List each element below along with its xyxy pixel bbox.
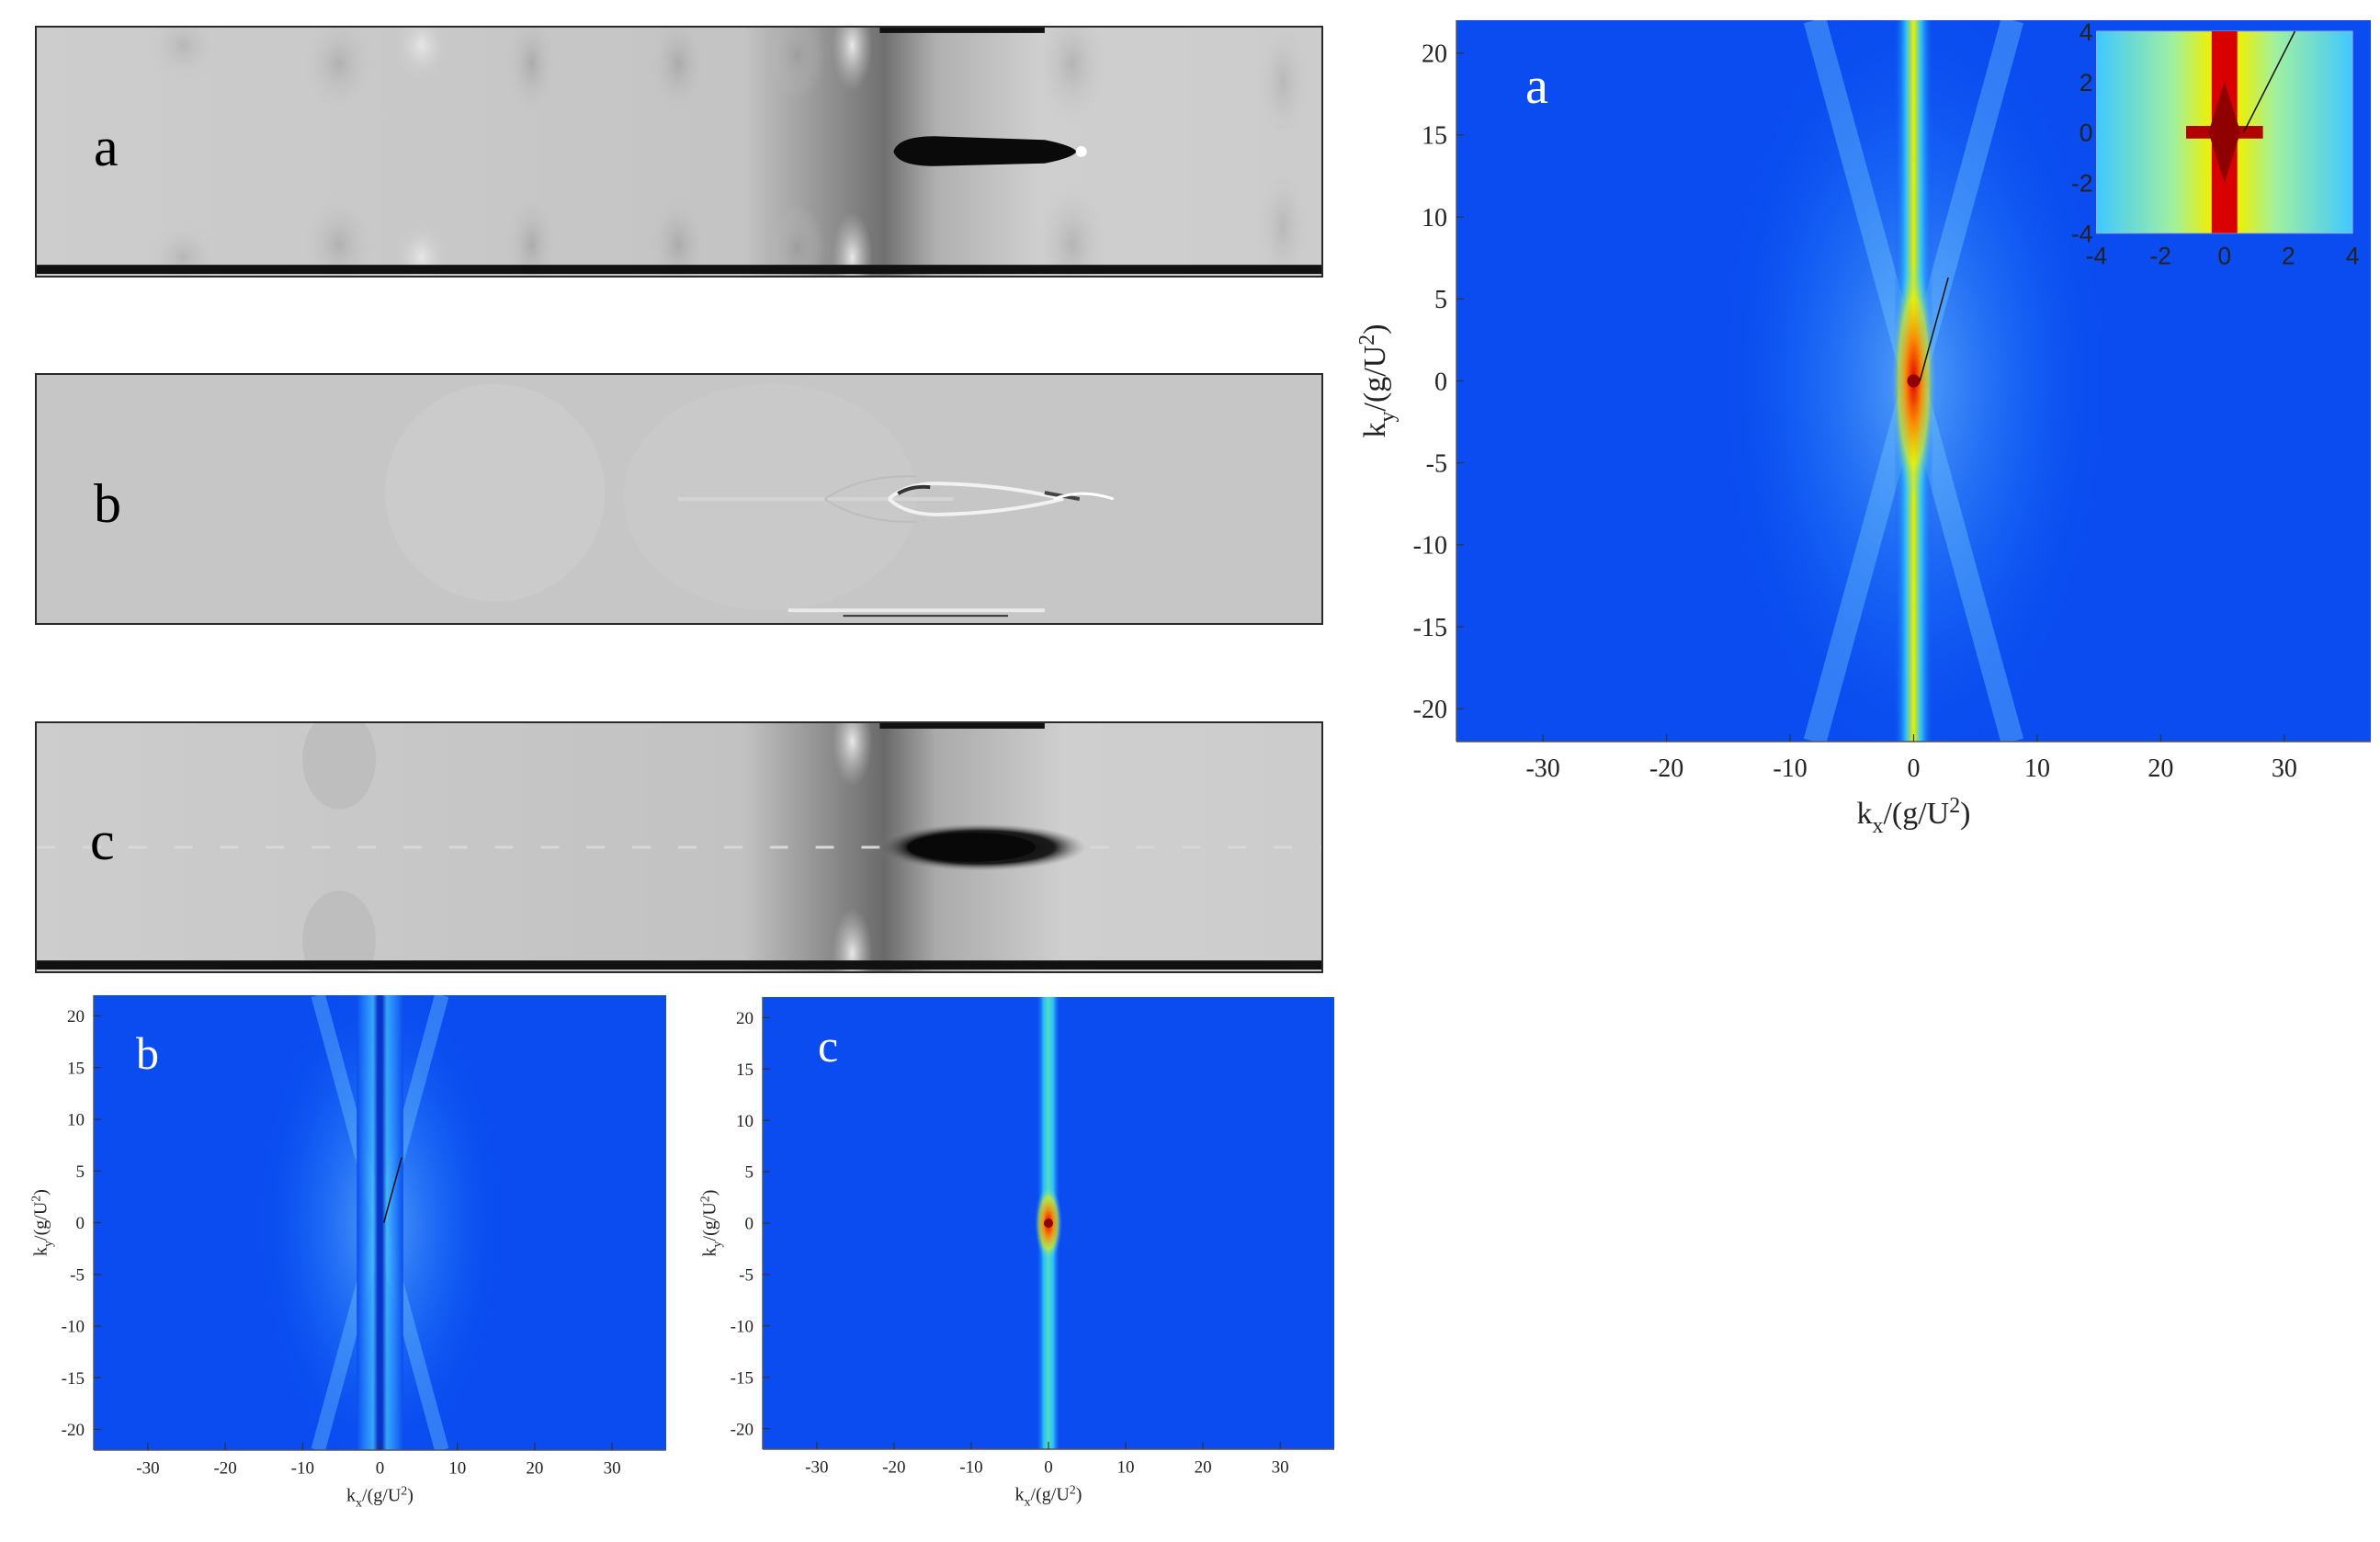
- inset-y-tick-label: 2: [2080, 69, 2093, 96]
- x-axis-label: kx/(g/U2): [1015, 1484, 1082, 1510]
- spectrum-label-a: a: [1525, 58, 1548, 115]
- x-axis-label: kx/(g/U2): [1857, 794, 1971, 838]
- x-tick-label: -30: [805, 1458, 828, 1478]
- y-tick-label: 20: [67, 1007, 85, 1026]
- y-tick-label: 20: [1422, 40, 1447, 68]
- x-tick-label: -30: [1525, 754, 1559, 783]
- x-tick-label: 10: [448, 1459, 466, 1479]
- y-tick-label: 15: [1422, 122, 1447, 151]
- x-tick-label: 0: [1044, 1458, 1053, 1478]
- y-tick-label: 15: [736, 1060, 754, 1080]
- spectrum-chart-b: -30 -20 -10 0 10 20 30 20 15 10 5 0 -5 -10 -15 -20 kx/(g…: [29, 995, 666, 1511]
- x-tick-label: -20: [213, 1459, 236, 1479]
- inset-x-tick-label: 2: [2282, 242, 2295, 269]
- flow-panel-c: [35, 721, 1323, 973]
- y-tick-label: -10: [62, 1318, 85, 1337]
- inset-x-tick-label: -4: [2086, 242, 2108, 269]
- spectrum-chart-a: -30 -20 -10 0 10 20 3020151050-5-10-15-20kx/(g…: [1355, 18, 2371, 838]
- y-tick-label: 5: [745, 1163, 754, 1183]
- y-tick-label: -5: [739, 1266, 754, 1286]
- y-tick-label: 15: [67, 1059, 85, 1078]
- flow-panel-a: [35, 26, 1323, 278]
- y-tick-label: 10: [1422, 204, 1447, 232]
- wake-line: [382, 1157, 402, 1223]
- x-tick-label: -20: [1649, 754, 1683, 783]
- x-tick-label: 30: [604, 1459, 621, 1479]
- peak-center: [1907, 374, 1921, 388]
- inset-x-tick-label: 0: [2217, 242, 2231, 269]
- spectrum-label-c: c: [818, 1020, 838, 1071]
- y-tick-label: 20: [736, 1009, 754, 1028]
- flow-label-b: b: [94, 473, 121, 534]
- x-tick-label: -10: [291, 1459, 314, 1479]
- y-tick-label: -20: [731, 1420, 754, 1439]
- y-tick-label: -15: [62, 1369, 85, 1389]
- inset-x-tick-label: 4: [2346, 242, 2360, 269]
- y-tick-label: -5: [1426, 450, 1447, 479]
- flow-panel-b: [35, 373, 1323, 625]
- inset-y-tick-label: 4: [2080, 18, 2093, 46]
- flow-image-c: [37, 723, 1321, 971]
- x-tick-label: 20: [2148, 754, 2173, 783]
- y-axis-label: ky/(g/U2): [698, 1190, 724, 1257]
- peak-center: [1044, 1219, 1053, 1228]
- flow-label-c: c: [90, 811, 115, 871]
- x-tick-label: 10: [2024, 754, 2050, 783]
- x-tick-label: 30: [2272, 754, 2297, 783]
- flow-image-a: [37, 28, 1321, 276]
- flow-image-b: [37, 375, 1321, 623]
- x-axis-label: kx/(g/U2): [346, 1485, 414, 1511]
- x-tick-label: 20: [1195, 1458, 1212, 1478]
- x-tick-label: -10: [1773, 754, 1807, 783]
- y-tick-label: 5: [76, 1162, 85, 1182]
- y-tick-label: -10: [1413, 532, 1447, 561]
- y-tick-label: -10: [731, 1317, 754, 1336]
- inset-chart: -4 -2 0 2 4 4 2 0 -2 -4: [2071, 18, 2360, 270]
- inset-y-tick-label: -4: [2071, 221, 2093, 248]
- x-tick-label: 0: [376, 1459, 385, 1479]
- y-axis-label: ky/(g/U2): [1355, 324, 1400, 438]
- x-tick-label: 30: [1272, 1458, 1289, 1478]
- flow-label-a: a: [94, 117, 119, 177]
- inset-x-tick-label: -2: [2149, 242, 2171, 269]
- wake-line: [1919, 277, 1949, 381]
- y-tick-label: 0: [76, 1214, 85, 1233]
- y-tick-label: 10: [67, 1111, 85, 1130]
- x-tick-label: 0: [1908, 754, 1921, 783]
- inset-y-tick-label: -2: [2071, 170, 2093, 198]
- y-tick-label: 0: [1434, 368, 1447, 396]
- spectrum-chart-c: -30 -20 -10 0 10 20 30 20 15 10 5 0 -5 -10 -15 -20 kx/(g…: [698, 997, 1334, 1510]
- y-tick-label: -20: [62, 1421, 85, 1440]
- x-tick-label: -30: [136, 1459, 159, 1479]
- y-tick-label: 5: [1434, 286, 1447, 314]
- y-tick-label: -20: [1413, 696, 1447, 724]
- x-tick-label: -10: [959, 1458, 982, 1478]
- kx0-ridge: [357, 995, 403, 1450]
- x-tick-label: 10: [1117, 1458, 1135, 1478]
- y-tick-label: -15: [731, 1368, 754, 1388]
- y-axis-label: ky/(g/U2): [29, 1189, 55, 1256]
- x-tick-label: 20: [526, 1459, 543, 1479]
- y-tick-label: -5: [70, 1265, 85, 1285]
- y-tick-label: 10: [736, 1112, 754, 1131]
- x-tick-label: -20: [882, 1458, 905, 1478]
- y-tick-label: -15: [1413, 614, 1447, 642]
- spectrum-label-b: b: [136, 1027, 159, 1079]
- inset-y-tick-label: 0: [2080, 119, 2093, 147]
- y-tick-label: 0: [745, 1215, 754, 1234]
